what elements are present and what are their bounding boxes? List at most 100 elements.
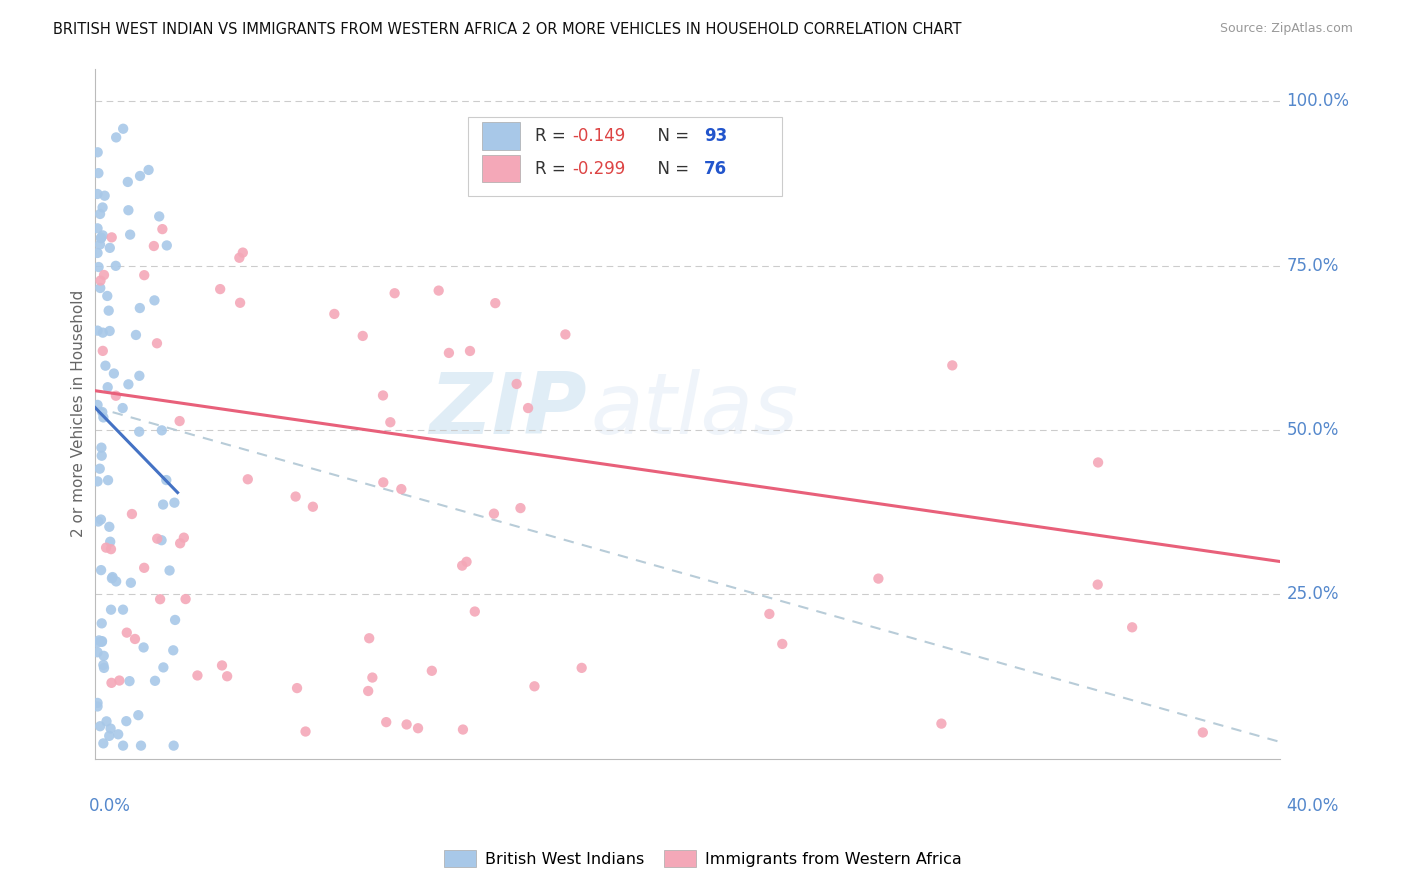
- Point: [93, 268, 115, 282]
- Point: [105, 574, 128, 589]
- Point: [104, 389, 127, 403]
- Point: [100, 542, 122, 557]
- Text: R =: R =: [534, 128, 571, 145]
- Point: [284, 490, 307, 504]
- Point: [117, 175, 139, 189]
- Point: [523, 679, 546, 693]
- Point: [91, 326, 114, 340]
- Text: N =: N =: [647, 160, 695, 178]
- Point: [149, 592, 172, 607]
- Point: [236, 472, 259, 486]
- Legend: British West Indians, Immigrants from Western Africa: British West Indians, Immigrants from We…: [437, 844, 969, 873]
- Point: [97, 473, 120, 487]
- Text: 75.0%: 75.0%: [1286, 257, 1339, 275]
- Point: [186, 668, 208, 682]
- Text: R =: R =: [534, 160, 571, 178]
- Point: [352, 329, 374, 343]
- Text: 100.0%: 100.0%: [1286, 93, 1350, 111]
- Point: [117, 377, 139, 392]
- Point: [554, 327, 576, 342]
- Point: [93, 736, 115, 750]
- Text: 50.0%: 50.0%: [1286, 421, 1339, 439]
- Point: [437, 346, 460, 360]
- Point: [96, 714, 118, 729]
- Point: [323, 307, 346, 321]
- Point: [427, 284, 450, 298]
- Point: [107, 727, 129, 741]
- Point: [112, 121, 135, 136]
- Point: [138, 163, 160, 178]
- Text: 76: 76: [704, 160, 727, 178]
- Point: [464, 605, 486, 619]
- Point: [361, 671, 384, 685]
- Point: [129, 169, 152, 183]
- Point: [87, 166, 110, 180]
- Point: [86, 696, 108, 710]
- Point: [93, 188, 115, 202]
- Point: [90, 231, 112, 245]
- Point: [89, 281, 111, 295]
- Point: [98, 324, 121, 338]
- Point: [86, 221, 108, 235]
- Point: [1191, 725, 1213, 739]
- Point: [451, 723, 474, 737]
- Point: [163, 739, 186, 753]
- Point: [406, 721, 429, 735]
- Point: [380, 415, 402, 429]
- Text: 93: 93: [704, 128, 727, 145]
- Point: [118, 674, 141, 689]
- Point: [931, 716, 953, 731]
- Point: [91, 634, 114, 648]
- Point: [456, 555, 478, 569]
- Point: [117, 203, 139, 218]
- Point: [86, 699, 108, 714]
- Point: [98, 729, 121, 743]
- Point: [86, 186, 108, 201]
- Point: [217, 669, 239, 683]
- Point: [90, 441, 112, 455]
- Point: [89, 274, 111, 288]
- Point: [87, 633, 110, 648]
- Point: [86, 145, 108, 160]
- Point: [228, 251, 250, 265]
- Point: [770, 637, 793, 651]
- Text: Source: ZipAtlas.com: Source: ZipAtlas.com: [1219, 22, 1353, 36]
- Point: [94, 541, 117, 555]
- Point: [159, 564, 181, 578]
- Point: [104, 259, 127, 273]
- Point: [97, 303, 120, 318]
- Point: [359, 632, 381, 646]
- Point: [389, 482, 412, 496]
- Point: [100, 230, 122, 244]
- Point: [163, 496, 186, 510]
- Point: [90, 512, 112, 526]
- Point: [148, 210, 170, 224]
- Point: [93, 648, 115, 663]
- Point: [458, 343, 481, 358]
- Point: [87, 515, 110, 529]
- Point: [115, 625, 138, 640]
- Point: [373, 475, 395, 490]
- Point: [211, 658, 233, 673]
- Point: [209, 282, 232, 296]
- Text: 40.0%: 40.0%: [1286, 797, 1339, 814]
- Point: [86, 398, 108, 412]
- Point: [155, 473, 177, 487]
- Point: [152, 498, 174, 512]
- Text: -0.299: -0.299: [572, 160, 626, 178]
- Point: [1329, 555, 1351, 569]
- Text: atlas: atlas: [591, 368, 799, 451]
- Point: [169, 414, 191, 428]
- Text: 0.0%: 0.0%: [89, 797, 131, 814]
- Point: [86, 645, 108, 659]
- Point: [90, 449, 112, 463]
- Point: [89, 237, 111, 252]
- Text: BRITISH WEST INDIAN VS IMMIGRANTS FROM WESTERN AFRICA 2 OR MORE VEHICLES IN HOUS: BRITISH WEST INDIAN VS IMMIGRANTS FROM W…: [53, 22, 962, 37]
- Point: [384, 286, 406, 301]
- Point: [484, 296, 506, 310]
- Point: [115, 714, 138, 728]
- Point: [165, 613, 187, 627]
- Point: [90, 635, 112, 649]
- Text: N =: N =: [647, 128, 695, 145]
- Point: [132, 640, 155, 655]
